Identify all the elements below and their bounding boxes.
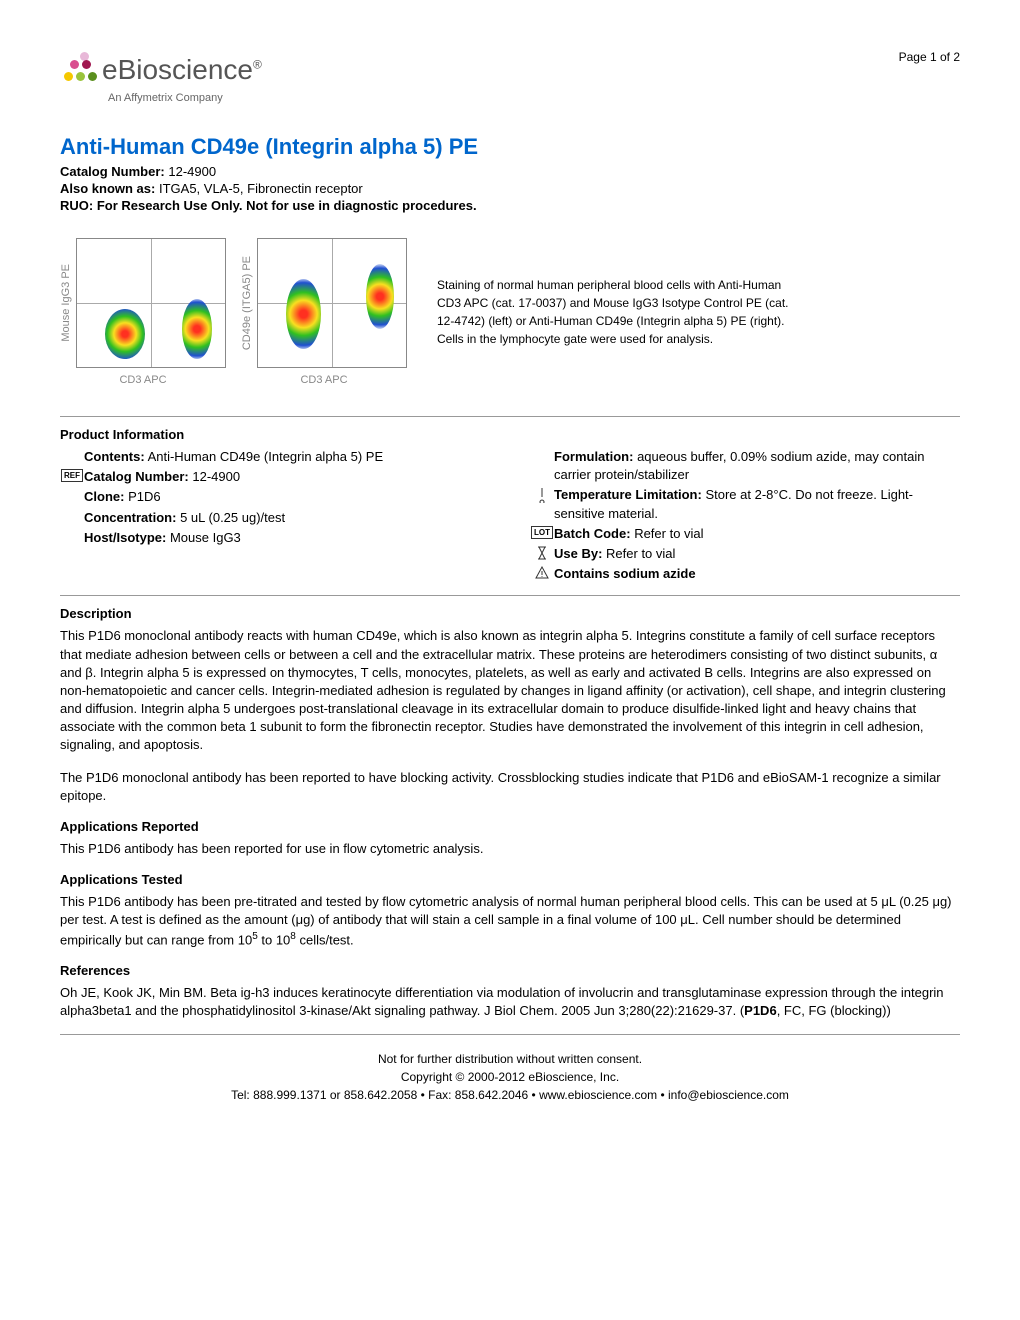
footer: Not for further distribution without wri… — [60, 1050, 960, 1104]
footer-line-1: Not for further distribution without wri… — [60, 1050, 960, 1068]
contents-row: Contents: Anti-Human CD49e (Integrin alp… — [60, 448, 490, 466]
plot-right: CD49e (ITGA5) PE CD3 APC — [241, 238, 407, 386]
temperature-row: Temperature Limitation: Store at 2-8°C. … — [530, 486, 960, 522]
aka-line: Also known as: ITGA5, VLA-5, Fibronectin… — [60, 181, 960, 196]
concentration-row: Concentration: 5 uL (0.25 ug)/test — [60, 509, 490, 527]
divider — [60, 416, 960, 417]
scatter-plot-1 — [76, 238, 226, 368]
divider — [60, 595, 960, 596]
useby-row: Use By: Refer to vial — [530, 545, 960, 563]
header: eBioscience® An Affymetrix Company Page … — [60, 50, 960, 104]
ruo-line: RUO: For Research Use Only. Not for use … — [60, 198, 960, 213]
footer-line-2: Copyright © 2000-2012 eBioscience, Inc. — [60, 1068, 960, 1086]
description-p1: This P1D6 monoclonal antibody reacts wit… — [60, 627, 960, 754]
description-title: Description — [60, 606, 960, 621]
references-text: Oh JE, Kook JK, Min BM. Beta ig-h3 induc… — [60, 984, 960, 1020]
hourglass-icon — [530, 545, 554, 560]
brand-name: eBioscience® — [102, 54, 262, 86]
plot1-xlabel: CD3 APC — [119, 374, 166, 386]
product-info-grid: Contents: Anti-Human CD49e (Integrin alp… — [60, 448, 960, 585]
references-title: References — [60, 963, 960, 978]
plots: Mouse IgG3 PE CD3 APC CD49e (ITGA5) PE C… — [60, 238, 407, 386]
logo-dots-icon — [60, 50, 100, 90]
page-number: Page 1 of 2 — [899, 50, 960, 64]
app-tested-title: Applications Tested — [60, 872, 960, 887]
product-info-right: Formulation: aqueous buffer, 0.09% sodiu… — [530, 448, 960, 585]
warning-icon — [530, 565, 554, 580]
scatter-plot-2 — [257, 238, 407, 368]
host-row: Host/Isotype: Mouse IgG3 — [60, 529, 490, 547]
figure-caption: Staining of normal human peripheral bloo… — [437, 276, 807, 348]
batch-row: LOT Batch Code: Refer to vial — [530, 525, 960, 543]
clone-row: Clone: P1D6 — [60, 488, 490, 506]
app-tested-text: This P1D6 antibody has been pre-titrated… — [60, 893, 960, 949]
figure-row: Mouse IgG3 PE CD3 APC CD49e (ITGA5) PE C… — [60, 238, 960, 386]
logo: eBioscience® An Affymetrix Company — [60, 50, 262, 104]
plot-left: Mouse IgG3 PE CD3 APC — [60, 238, 226, 386]
product-info-heading: Product Information — [60, 427, 960, 442]
ref-icon: REF — [60, 468, 84, 482]
plot2-ylabel: CD49e (ITGA5) PE — [241, 256, 253, 350]
plot1-ylabel: Mouse IgG3 PE — [60, 264, 72, 342]
brand-tagline: An Affymetrix Company — [108, 92, 262, 104]
azide-row: Contains sodium azide — [530, 565, 960, 583]
formulation-row: Formulation: aqueous buffer, 0.09% sodiu… — [530, 448, 960, 484]
divider — [60, 1034, 960, 1035]
product-info-left: Contents: Anti-Human CD49e (Integrin alp… — [60, 448, 490, 585]
app-reported-title: Applications Reported — [60, 819, 960, 834]
footer-line-3: Tel: 888.999.1371 or 858.642.2058 • Fax:… — [60, 1086, 960, 1104]
plot2-xlabel: CD3 APC — [300, 374, 347, 386]
catalog-row: REF Catalog Number: 12-4900 — [60, 468, 490, 486]
app-reported-text: This P1D6 antibody has been reported for… — [60, 840, 960, 858]
catalog-line: Catalog Number: 12-4900 — [60, 164, 960, 179]
logo-main: eBioscience® — [60, 50, 262, 90]
lot-icon: LOT — [530, 525, 554, 539]
thermometer-icon — [530, 486, 554, 503]
description-p2: The P1D6 monoclonal antibody has been re… — [60, 769, 960, 805]
page-title: Anti-Human CD49e (Integrin alpha 5) PE — [60, 134, 960, 160]
